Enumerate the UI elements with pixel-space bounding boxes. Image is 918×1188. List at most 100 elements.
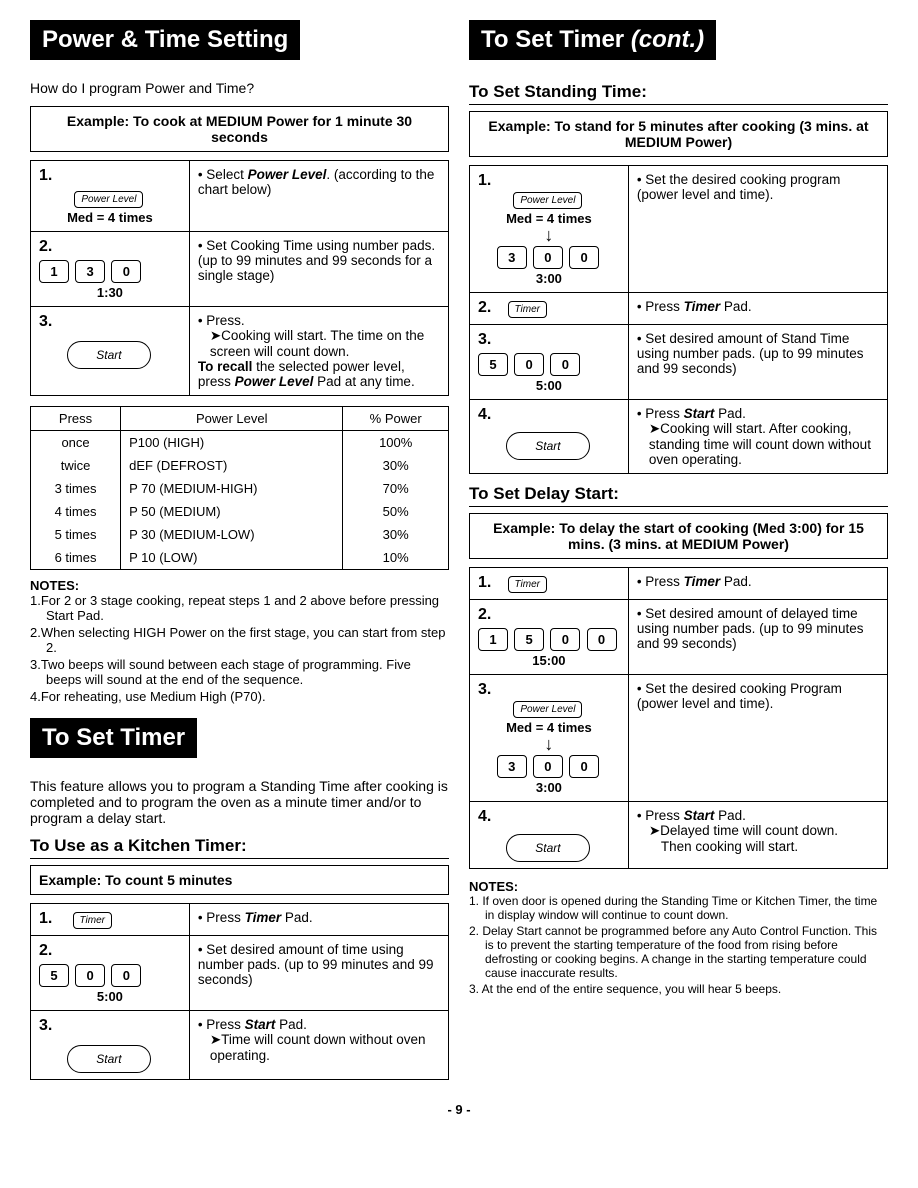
st3-text: • Set desired amount of Stand Time using… (628, 325, 887, 400)
col-percent: % Power (343, 407, 449, 431)
pct-cell: 50% (343, 500, 449, 523)
delay-start-steps: 1. Timer • Press Timer Pad. 2. 1 5 0 0 1 (469, 567, 888, 869)
example-1: Example: To cook at MEDIUM Power for 1 m… (30, 106, 449, 152)
notes-list: 1.For 2 or 3 stage cooking, repeat steps… (30, 593, 449, 704)
digit-key: 0 (111, 260, 141, 283)
timer-key: Timer (73, 912, 112, 929)
digit-key: 1 (478, 628, 508, 651)
step-num: 1. (39, 167, 52, 184)
header-set-timer: To Set Timer (30, 718, 197, 758)
header-set-timer-cont: To Set Timer (cont.) (469, 20, 716, 60)
digit-key: 0 (569, 755, 599, 778)
digit-key: 0 (550, 628, 580, 651)
note-item: 3.Two beeps will sound between each stag… (30, 657, 449, 687)
note-item: 3. At the end of the entire sequence, yo… (469, 982, 888, 996)
subhead-delay-start: To Set Delay Start: (469, 484, 888, 507)
timer-key: Timer (508, 301, 547, 318)
pct-cell: 10% (343, 546, 449, 570)
digit-key: 0 (533, 755, 563, 778)
step-num: 1. (478, 172, 491, 189)
digit-key: 0 (514, 353, 544, 376)
step-num: 3. (478, 681, 491, 698)
ds3-under2: 3:00 (478, 780, 620, 795)
start-key: Start (506, 834, 589, 862)
power-level-key: Power Level (513, 192, 582, 209)
power-level-key: Power Level (74, 191, 143, 208)
st1-text: • Set the desired cooking program (power… (628, 166, 887, 293)
step-num: 3. (39, 1017, 52, 1034)
press-cell: 5 times (31, 523, 121, 546)
digit-key: 3 (497, 755, 527, 778)
pct-cell: 30% (343, 523, 449, 546)
step-num: 2. (478, 606, 491, 623)
step2-text: • Set Cooking Time using number pads. (u… (189, 232, 448, 307)
step-num: 2. (39, 942, 52, 959)
note-item: 1.For 2 or 3 stage cooking, repeat steps… (30, 593, 449, 623)
st1-under1: Med = 4 times (478, 211, 620, 226)
note-item: 1. If oven door is opened during the Sta… (469, 894, 888, 922)
level-cell: P 70 (MEDIUM-HIGH) (121, 477, 343, 500)
step-num: 4. (478, 406, 491, 423)
level-cell: P 10 (LOW) (121, 546, 343, 570)
digit-key: 1 (39, 260, 69, 283)
digit-key: 0 (75, 964, 105, 987)
header-power-time: Power & Time Setting (30, 20, 300, 60)
digit-key: 5 (478, 353, 508, 376)
kt3-text: • Press Start Pad. ➤Time will count down… (189, 1011, 448, 1080)
press-cell: once (31, 431, 121, 455)
start-key: Start (67, 341, 150, 369)
col-level: Power Level (121, 407, 343, 431)
note-item: 2. Delay Start cannot be programmed befo… (469, 924, 888, 980)
kt2-text: • Set desired amount of time using numbe… (189, 936, 448, 1011)
notes-heading: NOTES: (469, 879, 888, 894)
note-item: 4.For reheating, use Medium High (P70). (30, 689, 449, 704)
step-num: 2. (39, 238, 52, 255)
timer-key: Timer (508, 576, 547, 593)
col-press: Press (31, 407, 121, 431)
digit-key: 0 (550, 353, 580, 376)
digit-key: 5 (39, 964, 69, 987)
power-time-steps: 1. Power Level Med = 4 times • Select Po… (30, 160, 449, 396)
ds3-under1: Med = 4 times (478, 720, 620, 735)
press-cell: 4 times (31, 500, 121, 523)
subhead-standing-time: To Set Standing Time: (469, 82, 888, 105)
arrow-down-icon: ↓ (478, 228, 620, 242)
intro-text: How do I program Power and Time? (30, 80, 449, 96)
example-standing: Example: To stand for 5 minutes after co… (469, 111, 888, 157)
pct-cell: 70% (343, 477, 449, 500)
kitchen-timer-steps: 1. Timer • Press Timer Pad. 2. 5 0 0 5:0… (30, 903, 449, 1080)
pct-cell: 100% (343, 431, 449, 455)
ds1-text: • Press Timer Pad. (628, 568, 887, 600)
left-column: Power & Time Setting How do I program Po… (30, 20, 449, 1090)
st3-under: 5:00 (478, 378, 620, 393)
step1-text: • Select Power Level. (according to the … (189, 161, 448, 232)
step1-under: Med = 4 times (39, 210, 181, 225)
example-delay: Example: To delay the start of cooking (… (469, 513, 888, 559)
start-key: Start (67, 1045, 150, 1073)
notes-list: 1. If oven door is opened during the Sta… (469, 894, 888, 996)
kt2-under: 5:00 (39, 989, 181, 1004)
press-cell: twice (31, 454, 121, 477)
digit-key: 0 (569, 246, 599, 269)
step-num: 4. (478, 808, 491, 825)
digit-key: 3 (75, 260, 105, 283)
level-cell: P 30 (MEDIUM-LOW) (121, 523, 343, 546)
page-number: - 9 - (30, 1102, 888, 1117)
ds2-text: • Set desired amount of delayed time usi… (628, 600, 887, 675)
subhead-kitchen-timer: To Use as a Kitchen Timer: (30, 836, 449, 859)
example-2: Example: To count 5 minutes (30, 865, 449, 895)
press-cell: 3 times (31, 477, 121, 500)
level-cell: P 50 (MEDIUM) (121, 500, 343, 523)
level-cell: P100 (HIGH) (121, 431, 343, 455)
notes-heading: NOTES: (30, 578, 449, 593)
digit-key: 5 (514, 628, 544, 651)
arrow-down-icon: ↓ (478, 737, 620, 751)
st2-text: • Press Timer Pad. (628, 293, 887, 325)
digit-key: 0 (111, 964, 141, 987)
pct-cell: 30% (343, 454, 449, 477)
step-num: 2. (478, 299, 491, 316)
power-level-key: Power Level (513, 701, 582, 718)
step-num: 3. (39, 313, 52, 330)
press-cell: 6 times (31, 546, 121, 570)
step2-under: 1:30 (39, 285, 181, 300)
